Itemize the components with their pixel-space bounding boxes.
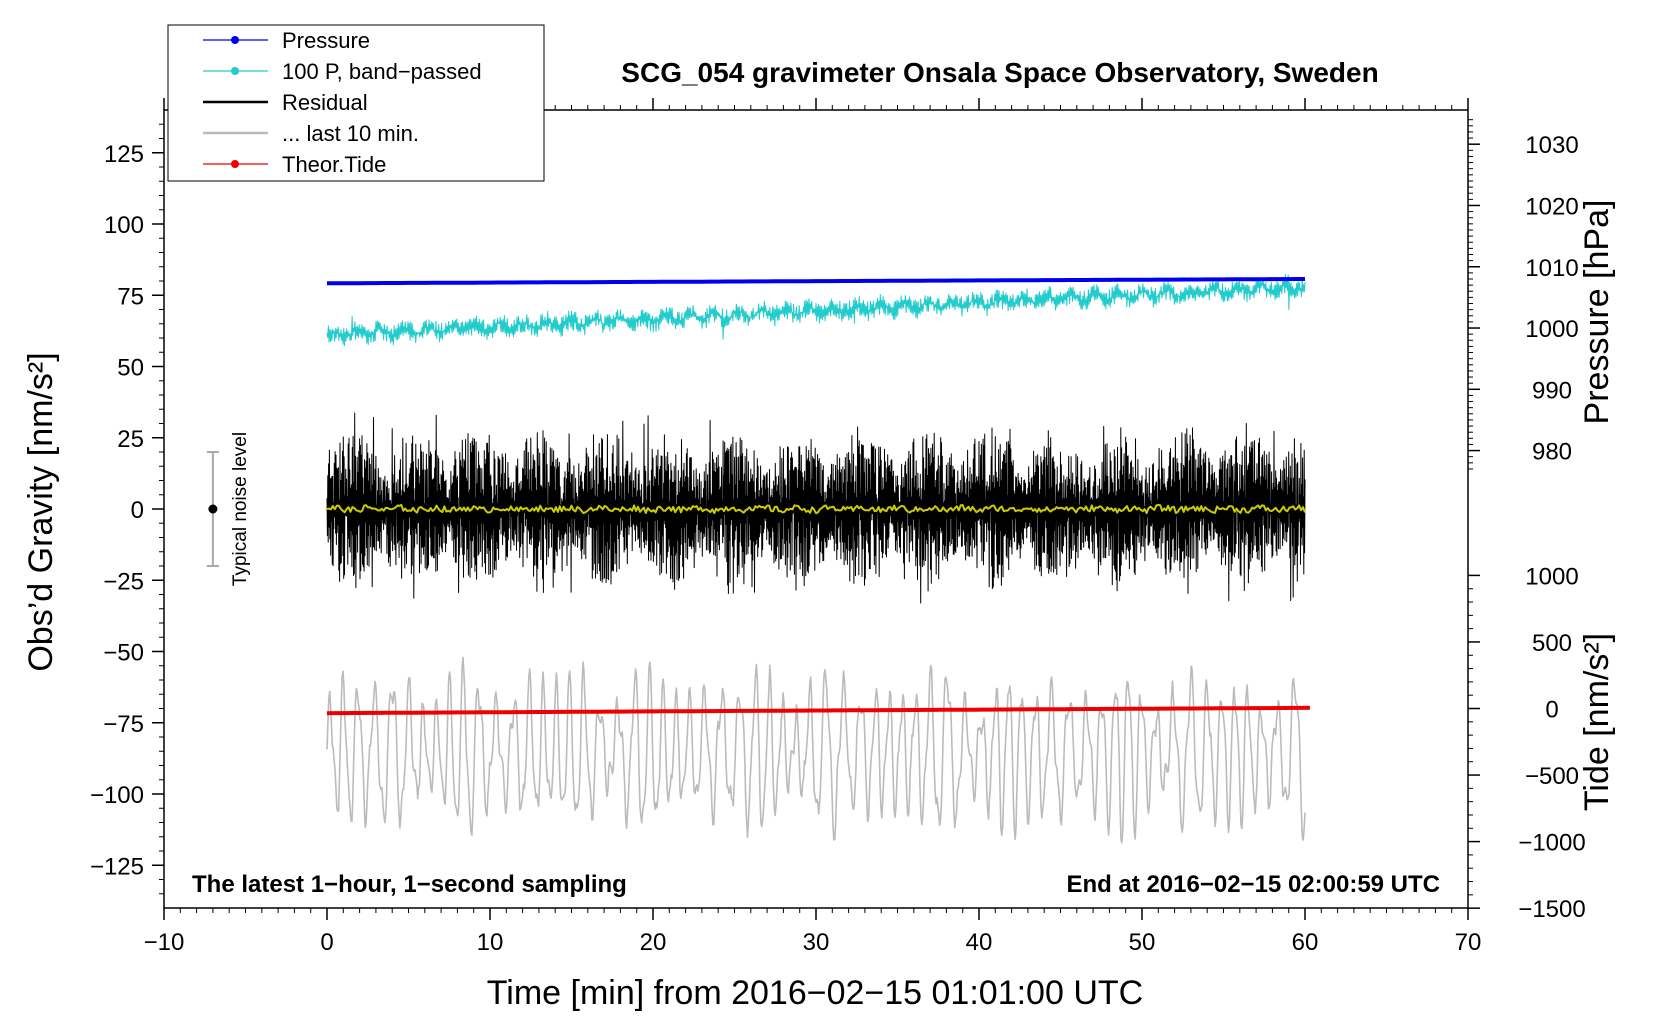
y-axis-title-tide: Tide [nm/s²] bbox=[1578, 633, 1616, 811]
x-tick-label: 50 bbox=[1129, 929, 1156, 956]
y-tick-label: −75 bbox=[103, 711, 144, 738]
x-tick-label: 70 bbox=[1455, 929, 1482, 956]
noise-center-dot bbox=[208, 504, 218, 514]
legend-entry-band-passed: 100 P, band−passed bbox=[203, 59, 482, 84]
y-tick-label: 0 bbox=[131, 497, 144, 524]
series-pressure bbox=[327, 277, 1305, 286]
y-tick-label: −125 bbox=[90, 853, 144, 880]
noise-indicator: Typical noise level bbox=[206, 432, 251, 586]
series-smoothed-residual bbox=[326, 503, 1306, 515]
y-tick-label: 75 bbox=[117, 283, 144, 310]
legend-entry-theor-tide: Theor.Tide bbox=[203, 152, 386, 177]
tide-tick-label: −500 bbox=[1525, 763, 1579, 790]
note-end-time: End at 2016−02−15 02:00:59 UTC bbox=[1066, 871, 1440, 898]
x-tick-label: 0 bbox=[320, 929, 333, 956]
series-theor-tide bbox=[326, 705, 1310, 716]
y-tick-label: −100 bbox=[90, 782, 144, 809]
y-tick-label: 125 bbox=[104, 141, 144, 168]
svg-text:100 P, band−passed: 100 P, band−passed bbox=[282, 59, 482, 84]
svg-text:Theor.Tide: Theor.Tide bbox=[282, 152, 386, 177]
series-band-passed bbox=[326, 274, 1306, 346]
tide-tick-label: 0 bbox=[1545, 697, 1558, 724]
pressure-tick-label: 1020 bbox=[1525, 193, 1578, 220]
tide-tick-label: 500 bbox=[1532, 630, 1572, 657]
legend-entry-residual: Residual bbox=[203, 90, 368, 115]
svg-text:Pressure: Pressure bbox=[282, 28, 370, 53]
y-axis-title-left: Obs’d Gravity [nm/s²] bbox=[22, 352, 60, 671]
tide-tick-label: −1000 bbox=[1518, 830, 1585, 857]
y-tick-label: −50 bbox=[103, 640, 144, 667]
pressure-tick-label: 1030 bbox=[1525, 132, 1578, 159]
axis-ticks: −10 0 10 20 30 40 50 60 701251007550250−25−50−75… bbox=[90, 98, 1586, 956]
svg-text:Residual: Residual bbox=[282, 90, 368, 115]
y-tick-label: 100 bbox=[104, 212, 144, 239]
x-tick-label: −10 bbox=[144, 929, 185, 956]
note-sampling: The latest 1−hour, 1−second sampling bbox=[192, 871, 627, 898]
svg-text:... last 10 min.: ... last 10 min. bbox=[282, 121, 419, 146]
x-tick-label: 60 bbox=[1292, 929, 1319, 956]
legend-entry-last-10-min: ... last 10 min. bbox=[203, 121, 419, 146]
pressure-tick-label: 990 bbox=[1532, 377, 1572, 404]
tide-tick-label: −1500 bbox=[1518, 896, 1585, 923]
x-axis-title: Time [min] from 2016−02−15 01:01:00 UTC bbox=[487, 974, 1143, 1012]
legend-entry-pressure: Pressure bbox=[203, 28, 370, 53]
y-tick-label: 25 bbox=[117, 426, 144, 453]
chart-title: SCG_054 gravimeter Onsala Space Observat… bbox=[621, 57, 1378, 88]
pressure-tick-label: 980 bbox=[1532, 439, 1572, 466]
tide-tick-label: 1000 bbox=[1525, 563, 1578, 590]
x-tick-label: 40 bbox=[966, 929, 993, 956]
pressure-tick-label: 1010 bbox=[1525, 255, 1578, 282]
noise-label: Typical noise level bbox=[230, 432, 251, 586]
y-tick-label: −25 bbox=[103, 568, 144, 595]
legend: Pressure 100 P, band−passed Residual ...… bbox=[167, 24, 545, 182]
x-tick-label: 20 bbox=[640, 929, 667, 956]
x-tick-label: 10 bbox=[477, 929, 504, 956]
y-axis-title-pressure: Pressure [hPa] bbox=[1578, 200, 1616, 425]
series-residual bbox=[326, 412, 1306, 604]
y-tick-label: 50 bbox=[117, 355, 144, 382]
x-tick-label: 30 bbox=[803, 929, 830, 956]
pressure-tick-label: 1000 bbox=[1525, 316, 1578, 343]
data-lines bbox=[326, 274, 1310, 844]
series-last-10-min bbox=[326, 656, 1306, 844]
